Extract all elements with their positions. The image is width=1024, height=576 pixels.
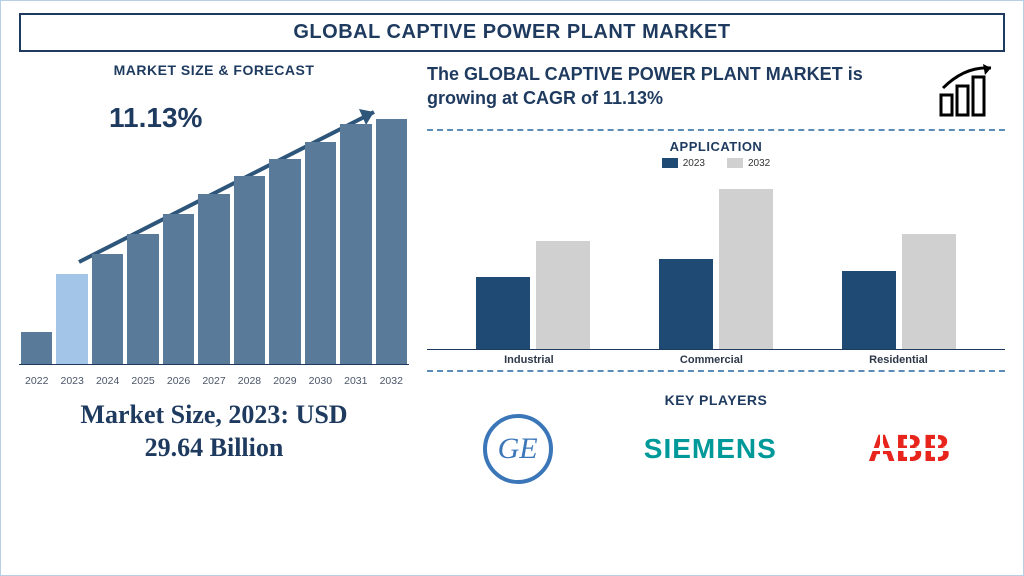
right-header: The GLOBAL CAPTIVE POWER PLANT MARKET is…: [427, 62, 1005, 117]
forecast-xlabel: 2025: [127, 375, 158, 387]
forecast-xlabels: 2022 2023 2024 2025 2026 2027 2028 2029 2030 2031…: [19, 375, 409, 387]
application-bar-2023: [476, 277, 530, 349]
forecast-bar: [376, 119, 407, 364]
application-xlabels: Industrial Commercial Residential: [427, 350, 1005, 366]
forecast-xlabel: 2026: [163, 375, 194, 387]
legend-swatch-2032: [727, 158, 743, 168]
application-bar-2032: [719, 189, 773, 349]
market-size-caption: Market Size, 2023: USD 29.64 Billion: [19, 399, 409, 464]
forecast-xlabel: 2022: [21, 375, 52, 387]
application-group: [659, 189, 773, 349]
right-panel: The GLOBAL CAPTIVE POWER PLANT MARKET is…: [427, 62, 1005, 563]
forecast-bar: [198, 194, 229, 364]
left-panel: MARKET SIZE & FORECAST 11.13% 2022202320…: [19, 62, 409, 563]
page-title: GLOBAL CAPTIVE POWER PLANT MARKET: [21, 21, 1003, 44]
forecast-xlabel: 2023: [56, 375, 87, 387]
title-band: GLOBAL CAPTIVE POWER PLANT MARKET: [19, 13, 1005, 52]
application-legend: 2023 2032: [427, 158, 1005, 169]
forecast-bar: [92, 254, 123, 364]
legend-label-2023: 2023: [683, 158, 705, 169]
tagline-bold: GLOBAL CAPTIVE POWER PLANT MARKET: [464, 64, 843, 84]
tagline: The GLOBAL CAPTIVE POWER PLANT MARKET is…: [427, 62, 923, 111]
ge-logo: GE: [483, 414, 553, 484]
forecast-subtitle: MARKET SIZE & FORECAST: [19, 62, 409, 78]
forecast-xlabel: 2030: [305, 375, 336, 387]
forecast-xlabel: 2028: [234, 375, 265, 387]
divider-top: [427, 129, 1005, 131]
application-group: [476, 241, 590, 349]
application-group: [842, 234, 956, 349]
siemens-logo: SIEMENS: [644, 433, 777, 465]
forecast-bar: [56, 274, 87, 364]
application-bar-2023: [842, 271, 896, 349]
market-size-line1: Market Size, 2023: USD: [80, 400, 347, 429]
forecast-xlabel: 2032: [376, 375, 407, 387]
market-size-line2: 29.64 Billion: [145, 433, 284, 462]
forecast-xlabel: 2031: [340, 375, 371, 387]
divider-bottom: [427, 370, 1005, 372]
forecast-xlabel: 2027: [198, 375, 229, 387]
legend-label-2032: 2032: [748, 158, 770, 169]
application-xlabel: Residential: [869, 354, 928, 366]
forecast-bar: [127, 234, 158, 364]
forecast-bar: [340, 124, 371, 364]
application-chart: [427, 175, 1005, 350]
application-xlabel: Industrial: [504, 354, 554, 366]
content-wrap: MARKET SIZE & FORECAST 11.13% 2022202320…: [19, 62, 1005, 563]
application-bar-2032: [902, 234, 956, 349]
forecast-bar: [21, 332, 52, 364]
forecast-bar: [269, 159, 300, 364]
legend-2023: 2023: [662, 158, 705, 169]
legend-swatch-2023: [662, 158, 678, 168]
forecast-chart: 11.13% 202220232024202520262027202820292…: [19, 82, 409, 387]
key-players-row: GE SIEMENS ABB: [427, 414, 1005, 484]
application-xlabel: Commercial: [680, 354, 743, 366]
application-title: APPLICATION: [427, 139, 1005, 154]
application-bar-2023: [659, 259, 713, 349]
forecast-bar: [163, 214, 194, 364]
application-bar-2032: [536, 241, 590, 349]
forecast-bar: [234, 176, 265, 364]
forecast-bars: [19, 119, 409, 365]
abb-logo: ABB: [868, 431, 949, 467]
key-players-title: KEY PLAYERS: [427, 392, 1005, 408]
forecast-xlabel: 2024: [92, 375, 123, 387]
forecast-xlabel: 2029: [269, 375, 300, 387]
abb-hline: [864, 448, 953, 451]
legend-2032: 2032: [727, 158, 770, 169]
growth-chart-icon: [935, 62, 1005, 117]
forecast-bar: [305, 142, 336, 364]
tagline-prefix: The: [427, 64, 464, 84]
